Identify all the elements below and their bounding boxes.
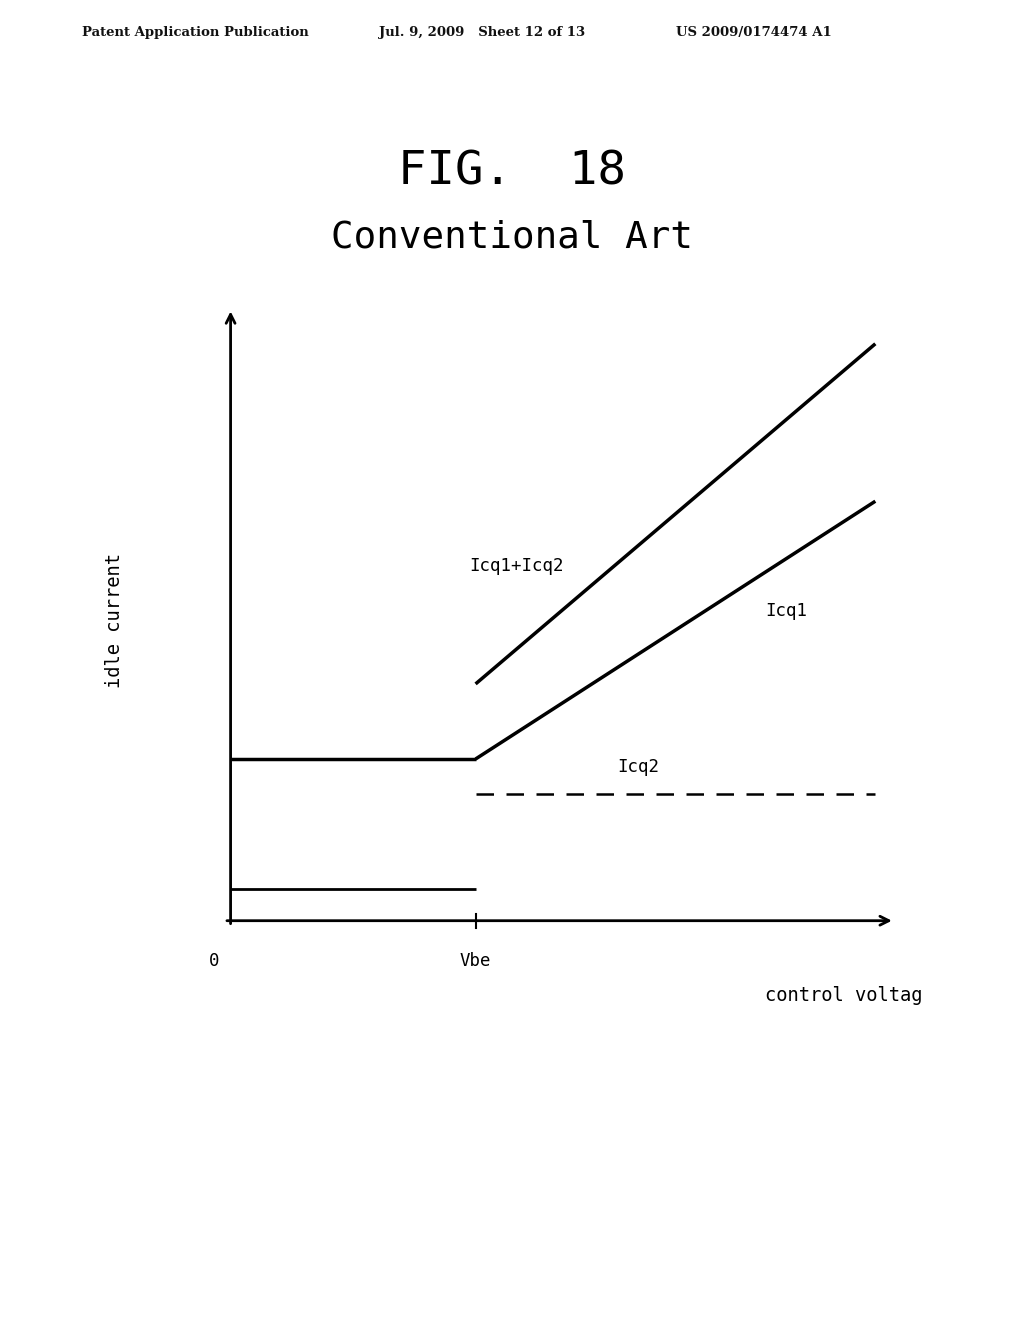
Text: US 2009/0174474 A1: US 2009/0174474 A1 [676, 26, 831, 40]
Text: Icq1: Icq1 [766, 602, 808, 619]
Text: 0: 0 [209, 953, 220, 970]
Text: idle current: idle current [104, 553, 124, 688]
Text: control voltag: control voltag [765, 986, 922, 1005]
Text: Icq2: Icq2 [617, 758, 659, 776]
Text: Patent Application Publication: Patent Application Publication [82, 26, 308, 40]
Text: Icq1+Icq2: Icq1+Icq2 [469, 557, 563, 574]
Text: Vbe: Vbe [460, 953, 492, 970]
Text: Jul. 9, 2009   Sheet 12 of 13: Jul. 9, 2009 Sheet 12 of 13 [379, 26, 585, 40]
Text: Conventional Art: Conventional Art [331, 219, 693, 256]
Text: FIG.  18: FIG. 18 [398, 149, 626, 194]
